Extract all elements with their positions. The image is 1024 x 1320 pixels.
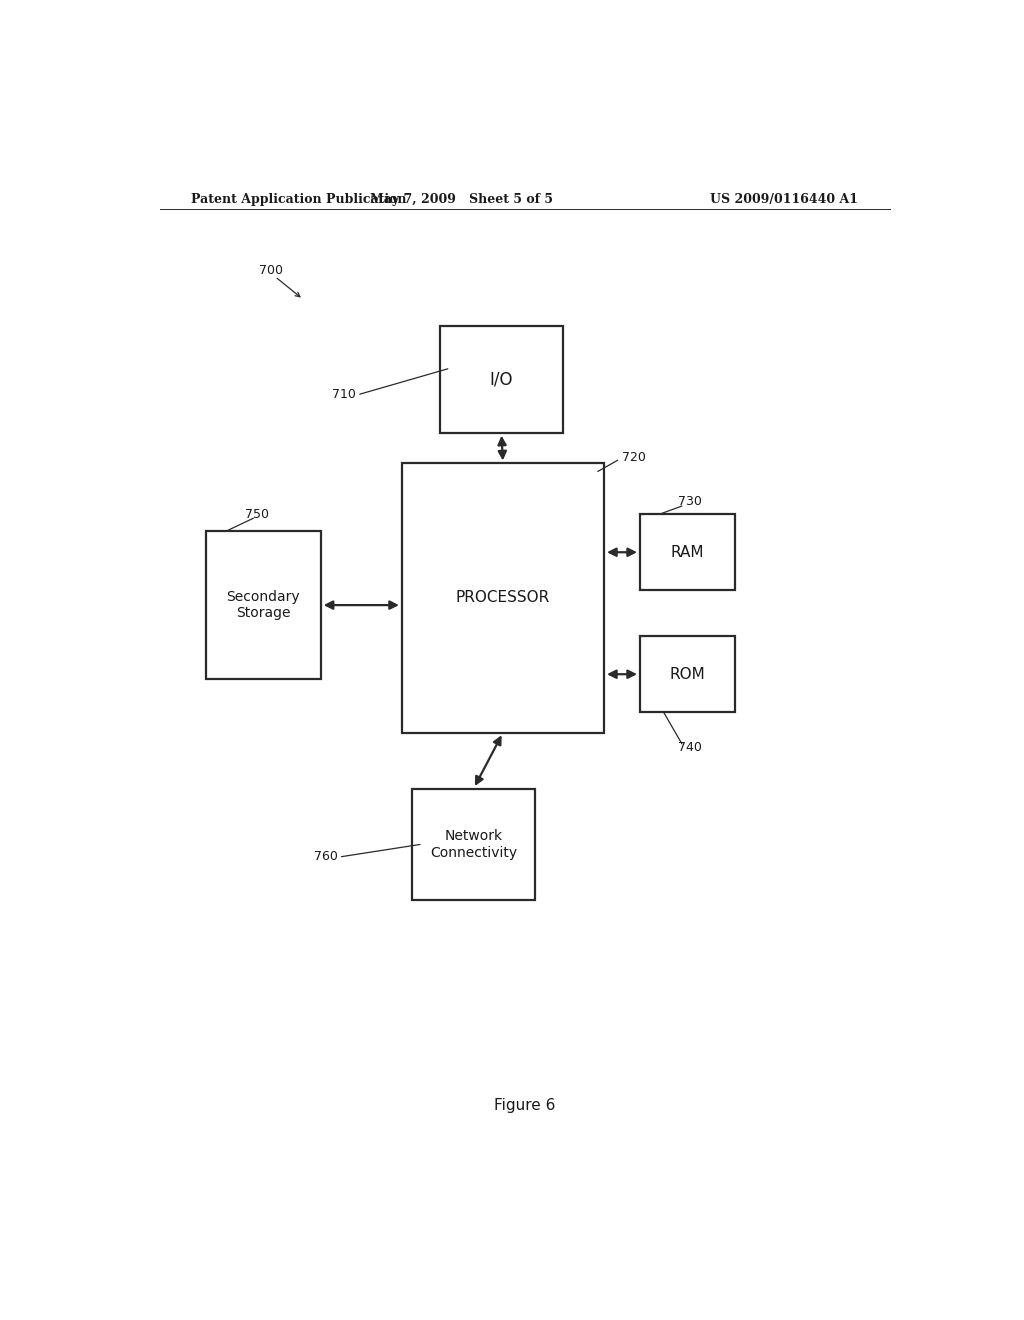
- Text: PROCESSOR: PROCESSOR: [456, 590, 550, 606]
- Text: Network
Connectivity: Network Connectivity: [430, 829, 517, 859]
- Bar: [412, 788, 536, 900]
- Bar: [440, 326, 563, 433]
- Text: 710: 710: [332, 388, 355, 401]
- Text: 740: 740: [678, 742, 701, 755]
- Text: US 2009/0116440 A1: US 2009/0116440 A1: [710, 193, 858, 206]
- Text: 750: 750: [246, 508, 269, 520]
- Text: Patent Application Publication: Patent Application Publication: [191, 193, 407, 206]
- Text: 720: 720: [622, 450, 645, 463]
- Text: Figure 6: Figure 6: [495, 1098, 555, 1113]
- Text: 700: 700: [259, 264, 283, 277]
- Bar: [640, 515, 735, 590]
- Text: Secondary
Storage: Secondary Storage: [226, 590, 300, 620]
- Bar: [206, 532, 321, 678]
- Text: ROM: ROM: [670, 667, 706, 681]
- Text: 760: 760: [313, 850, 338, 863]
- Text: RAM: RAM: [671, 545, 705, 560]
- Text: 730: 730: [678, 495, 701, 508]
- Text: I/O: I/O: [489, 371, 513, 388]
- Bar: [640, 636, 735, 713]
- Bar: [401, 463, 604, 733]
- Text: May 7, 2009   Sheet 5 of 5: May 7, 2009 Sheet 5 of 5: [370, 193, 553, 206]
